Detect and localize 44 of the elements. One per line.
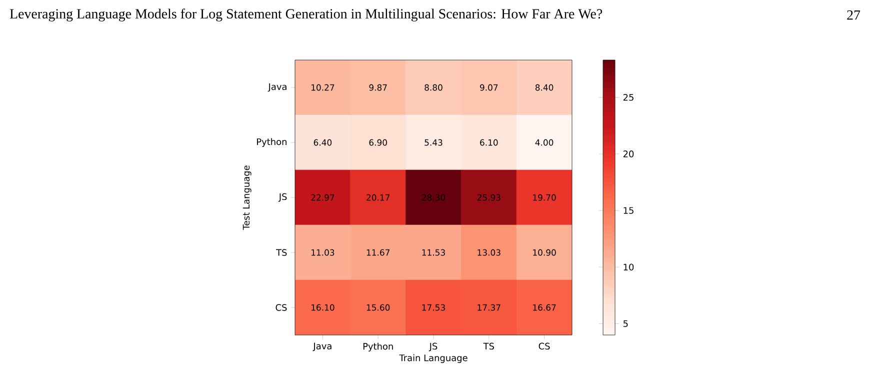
y-axis-title: Test Language	[242, 166, 252, 230]
data-label: 9.87	[369, 84, 387, 91]
x-axis-title: Train Language	[399, 354, 468, 363]
data-label: 8.80	[424, 84, 442, 91]
data-label: 6.90	[369, 139, 387, 146]
color-bar-label: 20	[623, 150, 634, 158]
chart-title: Leveraging Language Models for Log Statement Generation in Multilingual Scenarios: How Far Are We?	[10, 8, 602, 22]
data-label: 5.43	[424, 139, 442, 146]
data-label: 4.00	[535, 139, 554, 146]
color-bar-label: 15	[624, 207, 634, 214]
data-label: 15.60	[366, 304, 390, 311]
x-tick-label: Python	[363, 342, 393, 352]
data-label: 28.30	[422, 194, 446, 201]
data-label: 20.17	[366, 194, 390, 201]
data-label: 9.07	[480, 84, 498, 91]
data-label: 17.37	[478, 304, 500, 311]
data-label: 11.53	[422, 249, 445, 256]
data-label: 19.70	[533, 194, 556, 201]
text: 27	[847, 10, 860, 20]
data-label: 17.53	[422, 304, 445, 311]
data-label: 6.10	[480, 139, 498, 146]
data-label: 22.97	[311, 194, 334, 201]
data-label: 8.40	[535, 84, 554, 91]
x-tick-label: CS	[538, 342, 550, 350]
y-tick-label: CS	[276, 304, 287, 311]
data-label: 25.93	[477, 194, 500, 201]
y-tick-label: TS	[276, 249, 287, 256]
y-tick-label: Java	[268, 83, 286, 92]
data-label: 16.10	[312, 304, 334, 311]
data-label: 11.03	[312, 249, 334, 256]
y-tick-label: JS	[278, 193, 287, 202]
data-label: 10.27	[312, 84, 334, 91]
color-bar-label: 10	[624, 264, 634, 270]
color-bar-label: 25	[623, 94, 634, 101]
x-tick-label: Java	[312, 342, 332, 352]
data-label: 6.40	[314, 139, 332, 146]
data-label: 11.67	[366, 249, 390, 256]
x-tick-label: TS	[483, 342, 494, 350]
data-label: 10.90	[533, 249, 556, 256]
data-label: 16.67	[533, 304, 556, 311]
x-tick-label: JS	[428, 342, 438, 352]
color-bar-label: 5	[623, 320, 628, 328]
data-label: 13.03	[478, 249, 500, 256]
y-tick-label: Python	[257, 138, 286, 147]
